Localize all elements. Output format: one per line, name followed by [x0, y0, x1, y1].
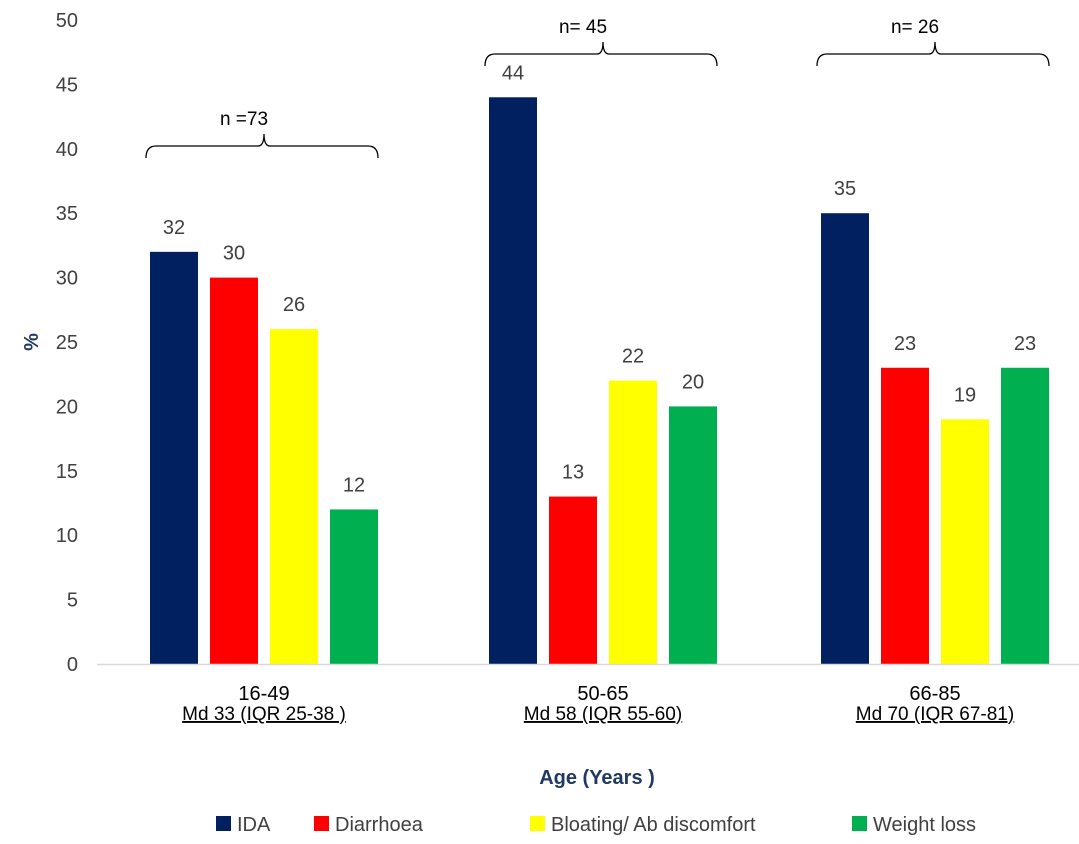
y-tick-label: 0	[67, 654, 78, 676]
legend-swatch	[530, 816, 545, 831]
data-label: 19	[954, 384, 976, 406]
group-bracket	[816, 41, 1050, 67]
data-label: 23	[894, 333, 916, 355]
data-label: 30	[223, 243, 245, 265]
bar	[489, 97, 537, 664]
legend-swatch	[216, 816, 231, 831]
y-tick-label: 25	[56, 332, 78, 354]
data-label: 44	[502, 62, 524, 84]
bar	[941, 419, 989, 664]
data-label: 35	[834, 178, 856, 200]
y-tick-label: 40	[56, 139, 78, 161]
legend-swatch	[852, 816, 867, 831]
group-annotation-label: n= 26	[891, 17, 939, 38]
legend-label: Weight loss	[873, 814, 976, 836]
x-tick-sublabel: Md 33 (IQR 25-38 )	[182, 704, 346, 725]
data-labels: 32 30 26 12 44 13 22 20 35 23 19 23	[163, 62, 1036, 496]
y-tick-label: 20	[56, 396, 78, 418]
y-axis-ticks: 0 5 10 15 20 25 30 35 40 45 50	[56, 10, 78, 676]
x-tick-sublabel: Md 58 (IQR 55-60)	[524, 704, 682, 725]
group-annotation-label: n= 45	[559, 17, 607, 38]
legend-label: IDA	[237, 814, 271, 836]
y-tick-label: 50	[56, 10, 78, 32]
x-tick-label: 16-49	[238, 683, 289, 705]
data-label: 32	[163, 217, 185, 239]
bars	[150, 97, 1049, 664]
data-label: 26	[283, 294, 305, 316]
legend: IDA Diarrhoea Bloating/ Ab discomfort Weigh…	[216, 814, 976, 836]
bar	[881, 367, 929, 664]
group-bracket	[145, 133, 379, 159]
group-annotations: n =73 n= 45 n= 26	[145, 17, 1050, 159]
bar	[1001, 367, 1049, 664]
bar	[210, 277, 258, 664]
y-axis-title: %	[21, 333, 43, 351]
bar	[609, 380, 657, 664]
bar	[330, 509, 378, 664]
x-tick-sublabel: Md 70 (IQR 67-81)	[856, 704, 1014, 725]
bar	[270, 329, 318, 664]
legend-swatch	[314, 816, 329, 831]
bar	[150, 251, 198, 664]
data-label: 20	[682, 371, 704, 393]
data-label: 23	[1014, 333, 1036, 355]
legend-label: Bloating/ Ab discomfort	[551, 814, 756, 836]
data-label: 12	[343, 474, 365, 496]
bar	[549, 496, 597, 664]
y-tick-label: 35	[56, 203, 78, 225]
x-axis-title: Age (Years )	[539, 767, 655, 789]
y-tick-label: 45	[56, 74, 78, 96]
x-tick-label: 50-65	[577, 683, 628, 705]
bar	[821, 213, 869, 664]
y-tick-label: 15	[56, 461, 78, 483]
legend-label: Diarrhoea	[335, 814, 424, 836]
y-tick-label: 5	[67, 590, 78, 612]
y-tick-label: 10	[56, 525, 78, 547]
data-label: 22	[622, 346, 644, 368]
bar	[669, 406, 717, 664]
group-annotation-label: n =73	[220, 109, 268, 130]
group-bracket	[484, 41, 718, 67]
y-tick-label: 30	[56, 268, 78, 290]
x-tick-label: 66-85	[909, 683, 960, 705]
data-label: 13	[562, 462, 584, 484]
